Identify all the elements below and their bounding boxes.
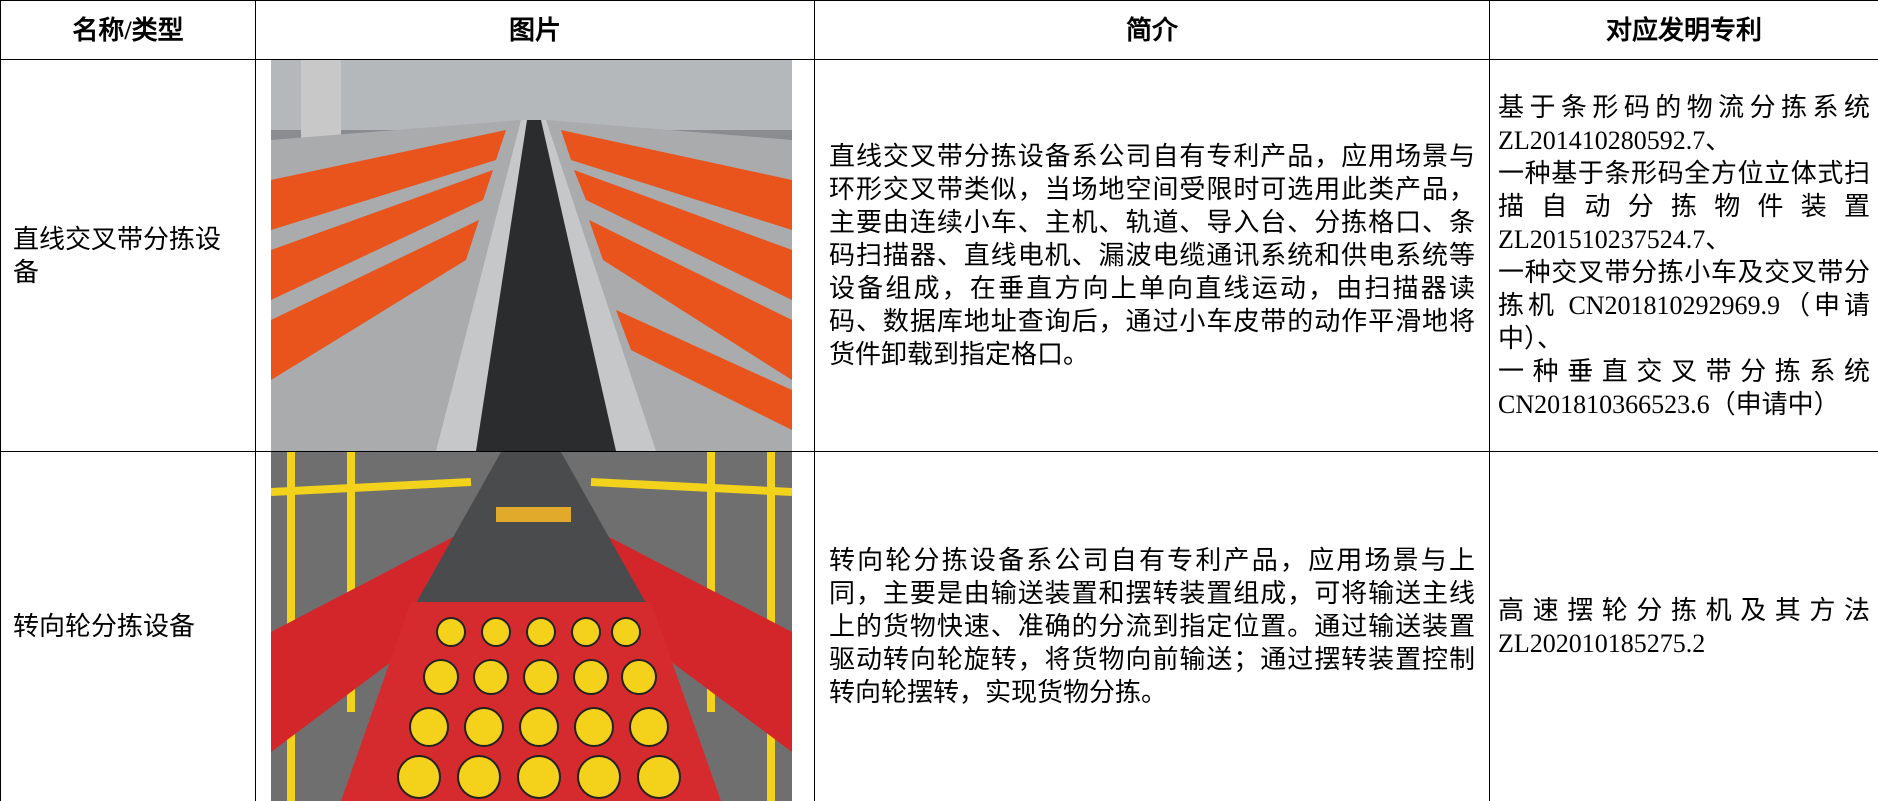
- header-cell: 简介: [814, 0, 1490, 60]
- header-row: 名称/类型 图片 简介 对应发明专利: [0, 0, 1878, 60]
- description-cell: 直线交叉带分拣设备系公司自有专利产品，应用场景与环形交叉带类似，当场地空间受限时…: [814, 59, 1490, 452]
- name-cell: 直线交叉带分拣设备: [0, 59, 256, 452]
- header-cell: 名称/类型: [0, 0, 256, 60]
- row: 直线交叉带分拣设备 直线交叉带分拣设备系公司自有专利产品，应用场景与环形交叉带类…: [0, 59, 1878, 452]
- photo-wheel-sorter: [271, 452, 792, 801]
- row: 转向轮分拣设备 转向轮分拣设备系公司自有专利产品，应用场景与上同，主要是由输送装…: [0, 451, 1878, 801]
- patent-cell: 高速摆轮分拣机及其方法 ZL202010185275.2: [1489, 451, 1878, 801]
- header-cell: 图片: [255, 0, 815, 60]
- photo-cross-belt: [271, 60, 792, 451]
- name-cell: 转向轮分拣设备: [0, 451, 256, 801]
- patent: 一种垂直交叉带分拣系统 CN201810366523.6（申请中）: [1498, 356, 1870, 419]
- image-cell: [255, 59, 815, 452]
- patent-cell: 基于条形码的物流分拣系统 ZL201410280592.7、 一种基于条形码全方…: [1489, 59, 1878, 452]
- patent: 一种基于条形码全方位立体式扫描自动分拣物件装置 ZL201510237524.7…: [1498, 158, 1870, 254]
- header-cell: 对应发明专利: [1489, 0, 1878, 60]
- patent: 一种交叉带分拣小车及交叉带分拣机 CN201810292969.9（申请中）、: [1498, 257, 1870, 353]
- patent: 基于条形码的物流分拣系统 ZL201410280592.7、: [1498, 92, 1870, 155]
- image-cell: [255, 451, 815, 801]
- patent: 高速摆轮分拣机及其方法 ZL202010185275.2: [1498, 595, 1870, 658]
- description-cell: 转向轮分拣设备系公司自有专利产品，应用场景与上同，主要是由输送装置和摆转装置组成…: [814, 451, 1490, 801]
